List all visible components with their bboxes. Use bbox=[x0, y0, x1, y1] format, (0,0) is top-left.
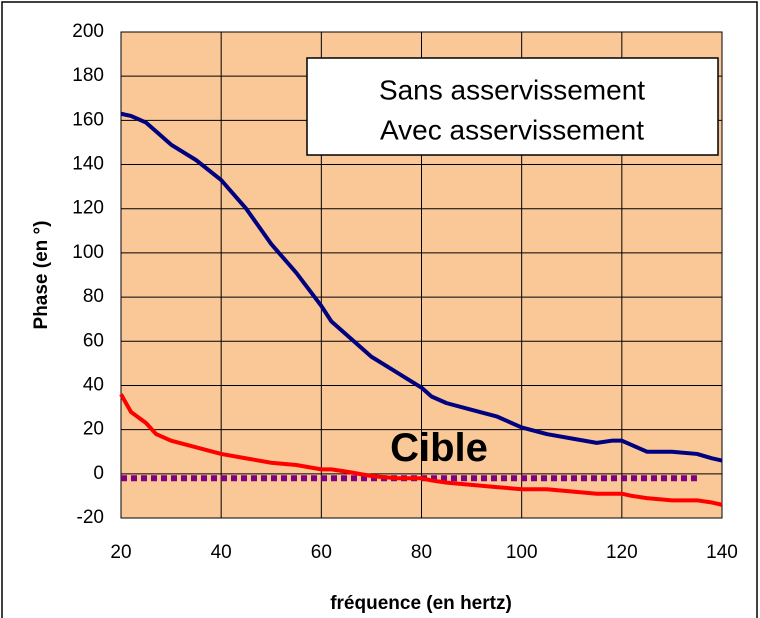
x-tick-label: 60 bbox=[311, 542, 332, 563]
legend-entry: Avec asservissement bbox=[380, 114, 644, 145]
y-tick-label: 20 bbox=[83, 419, 104, 440]
y-axis-label: Phase (en °) bbox=[31, 221, 52, 330]
x-tick-label: 80 bbox=[411, 542, 432, 563]
y-tick-label: -20 bbox=[77, 507, 104, 528]
y-tick-label: 80 bbox=[83, 286, 104, 307]
y-tick-label: 40 bbox=[83, 374, 104, 395]
x-tick-label: 40 bbox=[211, 542, 232, 563]
y-tick-label: 160 bbox=[72, 109, 104, 130]
target-label: Cible bbox=[390, 426, 488, 470]
series-line bbox=[119, 393, 723, 507]
y-tick-label: 100 bbox=[72, 242, 104, 263]
y-tick-label: 120 bbox=[72, 198, 104, 219]
x-tick-label: 120 bbox=[606, 542, 638, 563]
legend-entry: Sans asservissement bbox=[379, 74, 645, 105]
x-tick-label: 140 bbox=[706, 542, 738, 563]
x-axis-label: fréquence (en hertz) bbox=[330, 593, 512, 614]
y-tick-label: 180 bbox=[72, 65, 104, 86]
y-tick-label: 200 bbox=[72, 21, 104, 42]
x-tick-label: 20 bbox=[110, 542, 131, 563]
x-tick-label: 100 bbox=[506, 542, 538, 563]
y-tick-label: 0 bbox=[93, 463, 104, 484]
y-tick-label: 60 bbox=[83, 330, 104, 351]
series-line bbox=[120, 111, 723, 463]
legend-box bbox=[306, 57, 719, 156]
y-tick-label: 140 bbox=[72, 154, 104, 175]
